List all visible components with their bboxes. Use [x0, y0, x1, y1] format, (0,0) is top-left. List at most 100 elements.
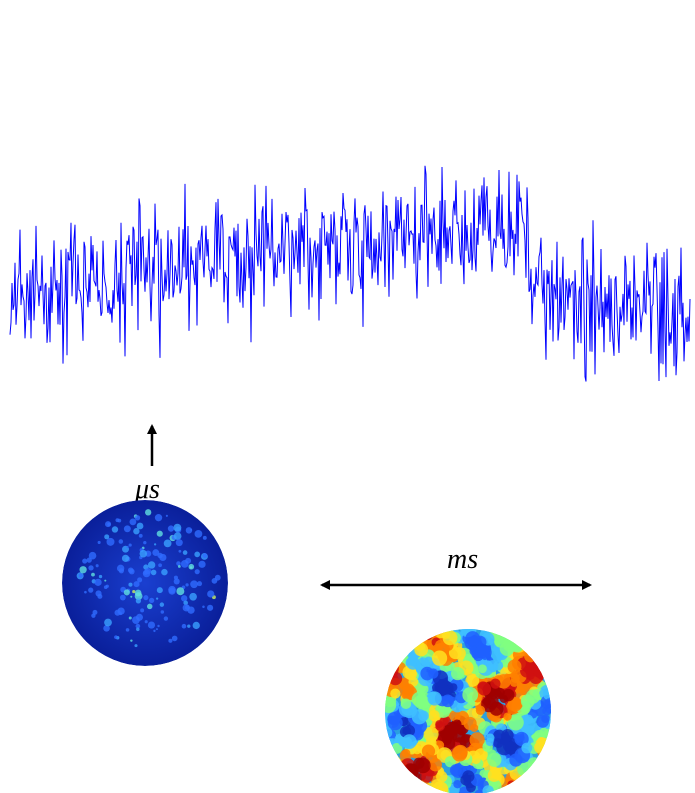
- speckle-spot: [518, 633, 533, 648]
- speckle-spot: [432, 651, 447, 666]
- speckle-spot: [501, 729, 513, 741]
- speckle-spot: [164, 616, 168, 620]
- speckle-spot: [532, 635, 543, 646]
- speckle-spot: [388, 634, 400, 646]
- speckle-spot: [489, 702, 503, 716]
- speckle-spot: [130, 596, 132, 598]
- speckle-spot: [469, 732, 484, 747]
- speckle-spot: [161, 610, 164, 613]
- speckle-spot: [381, 636, 390, 645]
- speckle-spot: [380, 748, 394, 762]
- speckle-spot: [516, 786, 529, 793]
- speckle-spot: [394, 782, 402, 790]
- speckle-spot: [500, 695, 508, 703]
- speckle-spot: [529, 765, 539, 775]
- speckle-spot: [423, 630, 433, 640]
- speckle-spot: [413, 758, 424, 769]
- speckle-spot: [523, 783, 535, 793]
- speckle-spot: [536, 715, 549, 728]
- speckle-spot: [396, 771, 411, 786]
- speckle-spot: [523, 780, 535, 792]
- speckle-spot: [540, 635, 553, 648]
- speckle-spot: [544, 627, 555, 638]
- speckle-spot: [462, 770, 474, 782]
- speckle-spot: [525, 629, 540, 644]
- speckle-spot: [156, 628, 158, 630]
- speckle-spot: [129, 616, 132, 619]
- speckle-spot: [405, 783, 419, 793]
- speckle-spot: [537, 627, 547, 637]
- speckle-spot: [413, 787, 422, 793]
- speckle-spot: [509, 754, 522, 767]
- speckle-spot: [537, 634, 549, 646]
- speckle-spot: [515, 786, 529, 793]
- speckle-spot: [465, 631, 480, 646]
- speckle-spot: [546, 787, 554, 793]
- speckle-spot: [176, 587, 184, 595]
- page: μs ms (() => { const data = JSON.parse(d…: [0, 0, 695, 793]
- speckle-spot: [195, 530, 203, 538]
- speckle-spot: [381, 642, 396, 657]
- speckle-spot: [159, 554, 166, 561]
- speckle-spot: [390, 621, 405, 636]
- speckle-spot: [402, 770, 412, 780]
- speckle-spot: [412, 709, 427, 724]
- speckle-spot: [79, 566, 86, 573]
- speckle-spot: [386, 738, 394, 746]
- speckle-spot: [540, 761, 551, 772]
- speckle-spot: [140, 608, 144, 612]
- speckle-spot: [451, 667, 464, 680]
- speckle-spot: [212, 578, 218, 584]
- speckle-spot: [420, 667, 434, 681]
- speckle-spot: [406, 631, 416, 641]
- speckle-spot: [189, 564, 195, 570]
- speckle-spot: [382, 641, 392, 651]
- speckle-spot: [154, 543, 156, 545]
- speckle-spot: [528, 638, 541, 651]
- speckle-spot: [388, 648, 403, 663]
- speckle-spot: [107, 523, 110, 526]
- speckle-spot: [383, 779, 395, 791]
- speckle-spot: [381, 640, 394, 653]
- speckle-spot: [148, 622, 155, 629]
- speckle-spot: [176, 561, 181, 566]
- speckle-spot: [544, 671, 553, 680]
- speckle-spot: [91, 573, 95, 577]
- speckle-spot: [129, 543, 132, 546]
- speckle-spot: [540, 755, 552, 767]
- speckle-spot: [534, 761, 542, 769]
- speckle-spot: [543, 659, 555, 671]
- speckle-spot: [387, 712, 400, 725]
- speckle-spot: [412, 788, 424, 793]
- speckle-spot: [545, 698, 554, 707]
- speckle-spot: [504, 712, 512, 720]
- speckle-spot: [392, 647, 401, 656]
- speckle-spot: [410, 780, 418, 788]
- speckle-spot: [544, 753, 555, 764]
- speckle-spot: [542, 637, 555, 650]
- speckle-spot: [534, 763, 547, 776]
- speckle-spot: [478, 664, 487, 673]
- speckle-spot: [539, 648, 549, 658]
- speckle-spot: [193, 622, 200, 629]
- speckle-spot: [402, 781, 414, 793]
- speckle-spot: [115, 518, 119, 522]
- speckle-spot: [488, 769, 501, 782]
- speckle-spot: [414, 643, 428, 657]
- speckle-spot: [400, 786, 412, 793]
- speckle-spot: [541, 622, 556, 637]
- speckle-spot: [475, 644, 489, 658]
- speckle-spot: [541, 775, 556, 790]
- speckle-spot: [397, 635, 407, 645]
- speckle-spot: [168, 639, 172, 643]
- speckle-spot: [132, 590, 135, 593]
- slow-label: ms: [447, 544, 478, 575]
- speckle-spot: [145, 620, 148, 623]
- speckle-spot: [381, 667, 390, 676]
- speckle-spot: [157, 587, 163, 593]
- speckle-spot: [524, 650, 537, 663]
- speckle-spot: [132, 616, 140, 624]
- speckle-spot: [119, 612, 122, 615]
- speckle-spot: [427, 626, 437, 636]
- speckle-spot: [126, 546, 128, 548]
